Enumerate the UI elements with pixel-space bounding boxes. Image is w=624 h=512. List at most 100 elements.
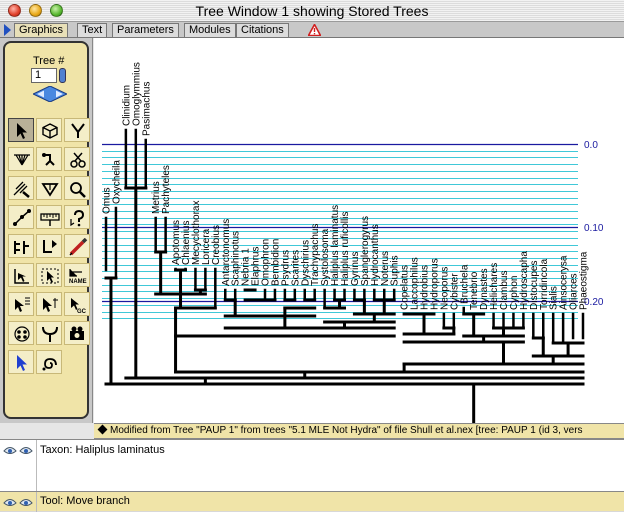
tool-button-cube[interactable] <box>36 118 62 142</box>
spiral-icon <box>42 358 57 371</box>
tab-modules[interactable]: Modules <box>184 23 236 37</box>
taxon-label[interactable]: Clinidium <box>121 85 132 126</box>
tree-number-field[interactable]: 1 <box>31 68 57 83</box>
tool-button-reroot[interactable] <box>36 147 62 171</box>
tool-button-magnifier[interactable] <box>64 176 90 200</box>
tool-button-name[interactable]: NAME <box>64 263 90 287</box>
tool-button-cursor-blue[interactable] <box>8 350 34 374</box>
nodes-icon <box>13 209 31 226</box>
taxon-label[interactable]: Clambus <box>499 271 510 310</box>
taxon-label[interactable]: Trachypachus <box>310 224 321 286</box>
taxon-label[interactable]: Tenebrio <box>469 271 480 310</box>
tool-button-name-tag[interactable] <box>8 292 34 316</box>
taxon-label[interactable]: Hydrobius <box>420 265 431 310</box>
panel-toggle-icon[interactable] <box>3 496 35 508</box>
panel-divider <box>36 492 37 512</box>
taxon-label[interactable]: Pasimachus <box>141 82 152 136</box>
taxon-label[interactable]: Systolosoma <box>320 228 331 286</box>
taxon-label[interactable]: Hydroscapha <box>519 251 530 310</box>
taxon-label[interactable]: Hydroporus <box>429 258 440 310</box>
taxon-label[interactable]: Mecyclothorax <box>191 201 202 265</box>
tree-info-bar: Modified from Tree "PAUP 1" from trees "… <box>94 423 624 439</box>
tool-button-pencil[interactable] <box>64 234 90 258</box>
tool-button-camera[interactable] <box>64 321 90 345</box>
tree-graphics-panel[interactable]: 0.0 0.10 0.20 Omus Oxycheila Clinidium Omoglym… <box>94 38 624 423</box>
tab-parameters[interactable]: Parameters <box>112 23 179 37</box>
tab-text[interactable]: Text <box>77 23 108 37</box>
minimize-button[interactable] <box>29 4 42 17</box>
tool-button-spiral[interactable] <box>36 350 62 374</box>
taxon-label[interactable]: Oliarces <box>569 273 580 310</box>
taxon-panel: Taxon: Haliplus laminatus <box>0 439 624 492</box>
taxon-label[interactable]: Suphis <box>390 255 401 286</box>
tool-button-fork[interactable] <box>64 118 90 142</box>
taxon-label[interactable]: Helichares <box>489 263 500 310</box>
tool-button-pointer-cut[interactable] <box>36 292 62 316</box>
selection-icon <box>41 268 59 284</box>
taxon-label[interactable]: Dyschirius <box>300 240 311 286</box>
taxon-label[interactable]: Distocupes <box>529 261 540 310</box>
taxon-label[interactable]: Laccophilus <box>410 257 421 310</box>
cursor-blue-icon <box>17 355 27 371</box>
taxon-label[interactable]: Chlaenius <box>181 221 192 265</box>
tree-step-arrows-icon[interactable] <box>33 86 67 102</box>
taxon-label[interactable]: Apotomus <box>171 220 182 265</box>
taxon-label[interactable]: Sialis <box>549 286 560 310</box>
tab-citations[interactable]: Citations <box>236 23 289 37</box>
taxon-label[interactable]: Pachyteles <box>161 165 172 214</box>
panel-toggle-icon[interactable] <box>3 444 35 456</box>
tool-button-arrow[interactable] <box>8 118 34 142</box>
taxon-label[interactable]: Haliplus ruficollis <box>340 212 351 286</box>
tool-button-nodes[interactable] <box>8 205 34 229</box>
taxon-label[interactable]: Creobius <box>211 225 222 265</box>
taxon-label[interactable]: Nebria 1 <box>241 248 252 286</box>
taxon-label[interactable]: Hydrocanthus <box>370 224 381 286</box>
taxon-label[interactable]: Bruchela <box>459 264 470 304</box>
tool-button-ladder[interactable] <box>8 234 34 258</box>
zoom-button[interactable] <box>50 4 63 17</box>
taxon-label[interactable]: Torridincola <box>539 258 550 310</box>
tool-button-selection[interactable] <box>36 263 62 287</box>
taxon-label[interactable]: Dynastes <box>479 268 490 310</box>
taxon-label[interactable]: Omus <box>102 187 113 214</box>
taxon-label[interactable]: Elaphrus <box>251 247 262 286</box>
taxon-label[interactable]: Omophron <box>261 239 272 286</box>
taxon-label[interactable]: Psydrus <box>280 250 291 286</box>
tool-button-cluster[interactable] <box>8 321 34 345</box>
taxon-label[interactable]: Ainsocerysa <box>559 255 570 310</box>
taxon-label[interactable]: Cyphon <box>509 276 520 310</box>
close-button[interactable] <box>8 4 21 17</box>
tool-button-broom[interactable] <box>8 147 34 171</box>
tool-button-branch[interactable] <box>36 321 62 345</box>
taxon-label[interactable]: Omoglymmius <box>131 62 142 126</box>
tool-button-ruler[interactable] <box>36 205 62 229</box>
taxon-label[interactable]: Spanglerogyrus <box>360 216 371 286</box>
taxon-label[interactable]: Copelatus <box>400 265 411 310</box>
taxon-label[interactable]: Antarctonomus <box>221 219 232 286</box>
taxon-label[interactable]: Scaphinotus <box>231 231 242 286</box>
tool-button-scissors[interactable] <box>64 147 90 171</box>
taxon-label[interactable]: Noterus <box>380 251 391 286</box>
taxon-label[interactable]: Metrius <box>151 181 162 214</box>
title-bar[interactable]: Tree Window 1 showing Stored Trees <box>0 0 624 22</box>
taxon-label[interactable]: Phaeostigma <box>579 251 590 310</box>
tree-number-scroller[interactable] <box>59 68 66 83</box>
tool-button-flip[interactable] <box>36 234 62 258</box>
taxon-label[interactable]: Loricera <box>201 228 212 265</box>
taxon-label[interactable]: Bembidion <box>270 239 281 286</box>
taxon-label[interactable]: Gyrinus <box>350 252 361 286</box>
tool-button-tree-arrow[interactable] <box>8 263 34 287</box>
taxon-label[interactable]: Haliplus laminatus <box>330 205 341 286</box>
tab-graphics[interactable]: Graphics <box>14 23 69 37</box>
tool-button-query[interactable] <box>64 205 90 229</box>
taxon-label[interactable]: Oxycheila <box>111 160 122 204</box>
taxon-label[interactable]: Cybister <box>449 273 460 310</box>
tab-arrow-icon[interactable] <box>4 24 11 36</box>
taxon-label[interactable]: Neoporus <box>439 267 450 310</box>
taxon-label[interactable]: Scarites <box>290 250 301 286</box>
tool-button-gc[interactable]: GC <box>64 292 90 316</box>
warning-icon[interactable] <box>308 24 321 36</box>
tool-button-triangle[interactable] <box>36 176 62 200</box>
tool-button-brush[interactable] <box>8 176 34 200</box>
